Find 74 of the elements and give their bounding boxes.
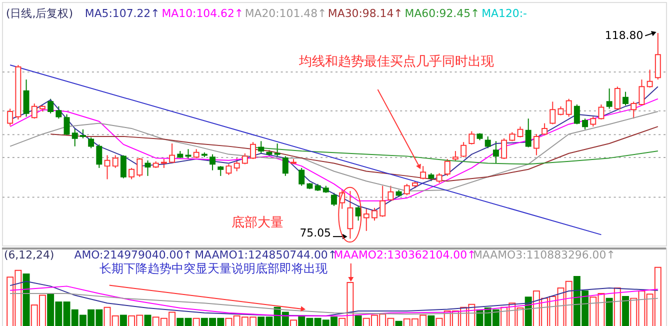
candlestick xyxy=(444,158,450,176)
candlestick xyxy=(492,140,499,164)
candlestick xyxy=(31,103,38,120)
annotation: 118.80 xyxy=(604,28,644,42)
candlestick xyxy=(582,118,588,130)
annotation: 长期下降趋势中突显天量说明底部即将出现 xyxy=(100,261,328,276)
text: MA30:98.14↑ xyxy=(328,6,403,20)
candlestick xyxy=(48,98,54,114)
candlestick xyxy=(606,88,612,110)
candlestick xyxy=(23,79,30,118)
candlestick xyxy=(372,207,378,222)
text: MA5:107.22↑ xyxy=(84,6,160,20)
annotation: 均线和趋势最佳买点几乎同时出现 xyxy=(298,54,494,70)
text: MA20:101.48↑ xyxy=(244,6,327,20)
candlestick xyxy=(218,166,224,176)
candlestick xyxy=(501,138,508,160)
candlestick xyxy=(226,164,232,176)
candlestick xyxy=(104,154,110,180)
candlestick xyxy=(598,104,604,120)
candlestick xyxy=(460,142,467,158)
candlestick xyxy=(298,167,305,186)
candlestick xyxy=(517,126,524,138)
candlestick xyxy=(468,130,475,145)
candlestick xyxy=(258,140,264,154)
candlestick xyxy=(525,118,532,148)
candlestick xyxy=(542,122,548,136)
candlestick xyxy=(96,144,102,168)
candlestick xyxy=(566,98,572,118)
candlestick xyxy=(120,154,126,179)
candlestick xyxy=(282,156,288,176)
candlestick xyxy=(404,183,410,196)
candlestick xyxy=(128,167,135,180)
text: MAAMO3:110883296.00↑ xyxy=(472,248,616,262)
candlestick xyxy=(88,136,94,149)
candlestick xyxy=(646,69,653,88)
candlestick xyxy=(112,154,118,168)
text: (日线,后复权) xyxy=(6,6,73,20)
candlestick xyxy=(363,208,370,232)
candlestick xyxy=(64,114,70,136)
legend-title: (6,12,24) xyxy=(4,248,54,262)
candlestick xyxy=(590,116,596,128)
candlestick xyxy=(380,185,386,218)
candlestick xyxy=(274,142,280,157)
candlestick xyxy=(331,192,337,207)
text: AMO:214979040.00↑ xyxy=(74,248,192,262)
candlestick xyxy=(250,142,256,160)
candlestick xyxy=(436,172,442,184)
candlestick xyxy=(484,136,491,149)
candlestick xyxy=(550,101,556,125)
annotation: 75.05 xyxy=(300,226,332,240)
candlestick xyxy=(56,106,62,120)
candlestick xyxy=(234,158,240,172)
candlestick xyxy=(638,79,645,106)
candlestick xyxy=(144,160,151,176)
annotation: 底部大量 xyxy=(231,216,284,231)
candlestick xyxy=(533,134,540,156)
candlestick xyxy=(169,142,176,164)
candlestick xyxy=(420,166,426,180)
text: MA10:104.62↑ xyxy=(162,6,244,20)
candlestick xyxy=(630,101,637,120)
candlestick xyxy=(622,91,629,106)
candlestick xyxy=(242,152,248,165)
candlestick xyxy=(136,158,143,178)
text: MA60:92.45↑ xyxy=(404,6,480,20)
candlestick xyxy=(614,86,620,110)
candlestick xyxy=(574,104,580,125)
candlestick xyxy=(654,32,661,80)
candlestick xyxy=(388,185,394,202)
annotation: MA120:- xyxy=(482,6,528,20)
candlestick xyxy=(210,154,216,171)
candlestick xyxy=(347,190,354,240)
candlestick xyxy=(72,128,78,147)
candlestick xyxy=(452,150,458,162)
candlestick xyxy=(7,108,14,126)
